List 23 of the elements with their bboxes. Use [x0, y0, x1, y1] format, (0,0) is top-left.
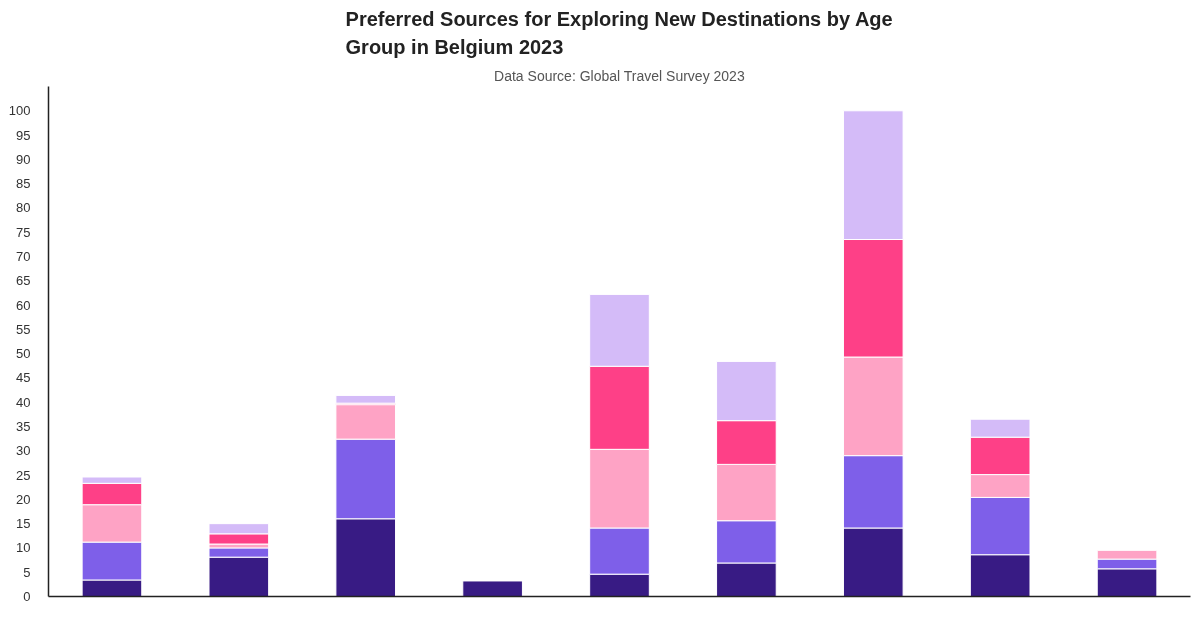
y-tick-label: 90	[16, 151, 31, 167]
y-tick-label: 15	[16, 516, 31, 532]
y-tick-label: 10	[16, 540, 31, 556]
y-tick-label: 80	[16, 200, 31, 216]
y-tick-label: 45	[16, 370, 31, 386]
y-tick-label: 5	[23, 564, 31, 580]
y-tick-label: 75	[16, 224, 31, 240]
y-tick-label: 95	[16, 127, 31, 143]
y-tick-label: 85	[16, 176, 31, 192]
y-tick-label: 0	[23, 589, 31, 604]
chart-subtitle: Data Source: Global Travel Survey 2023	[494, 67, 745, 84]
y-tick-label: 100	[8, 103, 31, 119]
y-tick-label: 60	[16, 297, 31, 313]
y-tick-label: 25	[16, 467, 31, 483]
y-tick-label: 70	[16, 249, 31, 264]
y-tick-label: 65	[16, 273, 31, 289]
chart-title: Preferred Sources for Exploring New Destinations by Age Group in Belgium 2023	[345, 8, 893, 58]
y-tick-label: 50	[16, 346, 31, 362]
y-tick-label: 20	[16, 491, 31, 507]
y-tick-label: 30	[16, 443, 31, 459]
y-tick-label: 35	[16, 419, 31, 434]
y-tick-label: 55	[16, 321, 31, 337]
y-tick-label: 40	[16, 394, 31, 410]
